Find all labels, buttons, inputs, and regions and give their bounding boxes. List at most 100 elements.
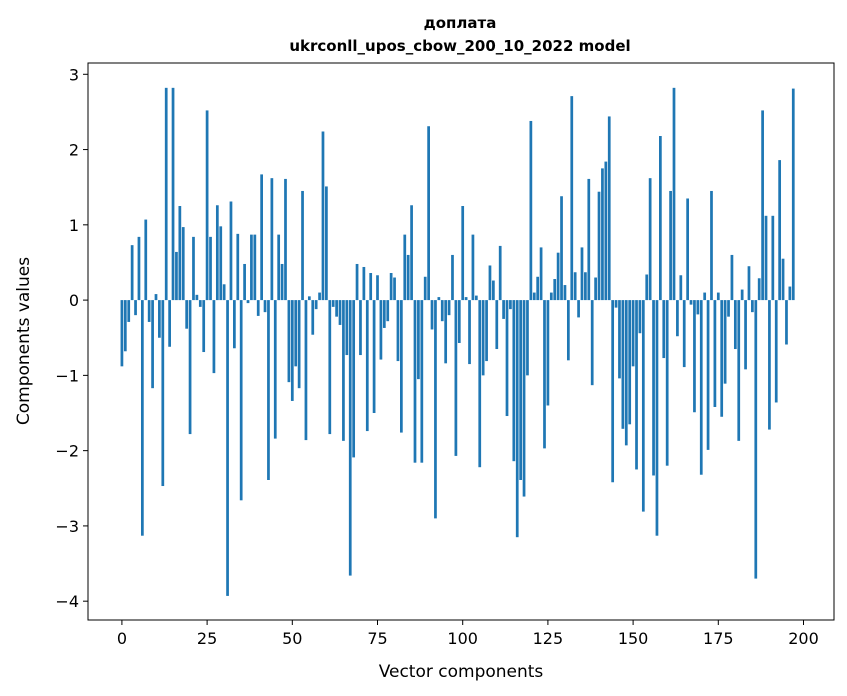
bar-7: [144, 219, 148, 301]
bar-108: [488, 265, 492, 301]
chart-title: доплата: [424, 14, 497, 32]
bar-135: [580, 247, 584, 301]
y-tick-label: −1: [55, 366, 79, 385]
bar-41: [260, 174, 263, 301]
bar-165: [682, 300, 686, 368]
bar-58: [318, 292, 321, 301]
bar-114: [509, 300, 512, 310]
bar-130: [563, 285, 567, 301]
bar-173: [710, 190, 713, 301]
bar-140: [597, 191, 601, 301]
bar-88: [420, 300, 424, 463]
bar-85: [410, 205, 413, 301]
bar-71: [362, 266, 366, 301]
bar-196: [788, 286, 792, 301]
bar-129: [560, 196, 563, 301]
bar-90: [427, 126, 430, 301]
bar-78: [386, 300, 390, 322]
bar-111: [498, 245, 502, 301]
x-tick-label: 125: [533, 629, 564, 648]
bar-195: [785, 300, 788, 345]
bar-176: [720, 300, 724, 417]
y-tick-label: 2: [69, 141, 79, 160]
bar-75: [376, 275, 379, 301]
bar-131: [566, 300, 570, 361]
bar-188: [761, 110, 764, 301]
x-tick-label: 175: [703, 629, 734, 648]
bar-105: [478, 300, 482, 468]
bar-190: [768, 300, 771, 430]
bar-102: [468, 300, 471, 365]
bar-160: [665, 300, 669, 466]
bar-59: [321, 131, 325, 301]
bar-139: [594, 277, 597, 301]
bar-92: [434, 300, 437, 519]
bar-74: [372, 300, 376, 414]
y-tick-label: −2: [55, 442, 79, 461]
x-tick-label: 150: [618, 629, 649, 648]
bar-13: [164, 87, 168, 301]
plot-frame: [87, 62, 835, 621]
bar-76: [379, 300, 383, 360]
bar-84: [406, 254, 410, 301]
bar-19: [185, 300, 189, 329]
bar-14: [168, 300, 171, 347]
bar-146: [618, 300, 621, 379]
x-axis: 0 25 50 75 100 125 150 175 200: [117, 620, 819, 648]
bar-93: [437, 297, 441, 301]
bar-18: [181, 227, 185, 301]
bar-70: [359, 300, 362, 356]
bar-153: [641, 300, 645, 512]
bar-191: [771, 215, 775, 301]
bar-49: [287, 300, 291, 383]
bar-22: [195, 294, 199, 301]
bar-116: [515, 300, 519, 538]
bar-151: [635, 300, 638, 470]
bar-125: [546, 300, 550, 406]
bar-43: [267, 300, 270, 480]
bar-163: [676, 300, 679, 337]
bar-128: [556, 252, 560, 301]
bar-44: [270, 178, 274, 301]
bar-20: [188, 300, 192, 435]
bar-174: [713, 300, 717, 407]
bar-192: [774, 300, 778, 403]
bar-27: [212, 300, 216, 374]
bar-115: [512, 300, 516, 462]
bar-94: [440, 300, 444, 322]
bar-33: [233, 300, 236, 349]
bar-46: [277, 234, 281, 301]
bar-72: [365, 300, 369, 432]
bar-15: [171, 87, 175, 301]
bar-155: [648, 178, 652, 301]
bar-30: [222, 284, 226, 301]
bar-124: [543, 300, 546, 449]
bar-23: [198, 300, 202, 307]
bar-12: [161, 300, 165, 487]
bar-10: [154, 294, 158, 301]
bar-185: [751, 300, 754, 313]
bar-95: [444, 300, 448, 364]
x-tick-label: 50: [282, 629, 302, 648]
bar-9: [151, 300, 154, 389]
bar-138: [590, 300, 594, 386]
bar-32: [229, 201, 233, 301]
bar-37: [246, 300, 250, 304]
bar-99: [457, 300, 461, 343]
bar-54: [304, 300, 308, 441]
bar-100: [461, 206, 465, 301]
bar-123: [539, 247, 543, 301]
bar-172: [706, 300, 710, 450]
bar-62: [331, 300, 335, 307]
bar-137: [587, 178, 591, 301]
bar-36: [243, 263, 246, 301]
bar-81: [396, 300, 400, 362]
bar-134: [577, 300, 580, 318]
bar-26: [209, 236, 212, 301]
bar-63: [335, 300, 338, 317]
bar-82: [400, 300, 403, 433]
bar-181: [737, 300, 741, 441]
bar-120: [529, 120, 533, 301]
bar-132: [570, 96, 574, 301]
bar-175: [716, 292, 720, 301]
